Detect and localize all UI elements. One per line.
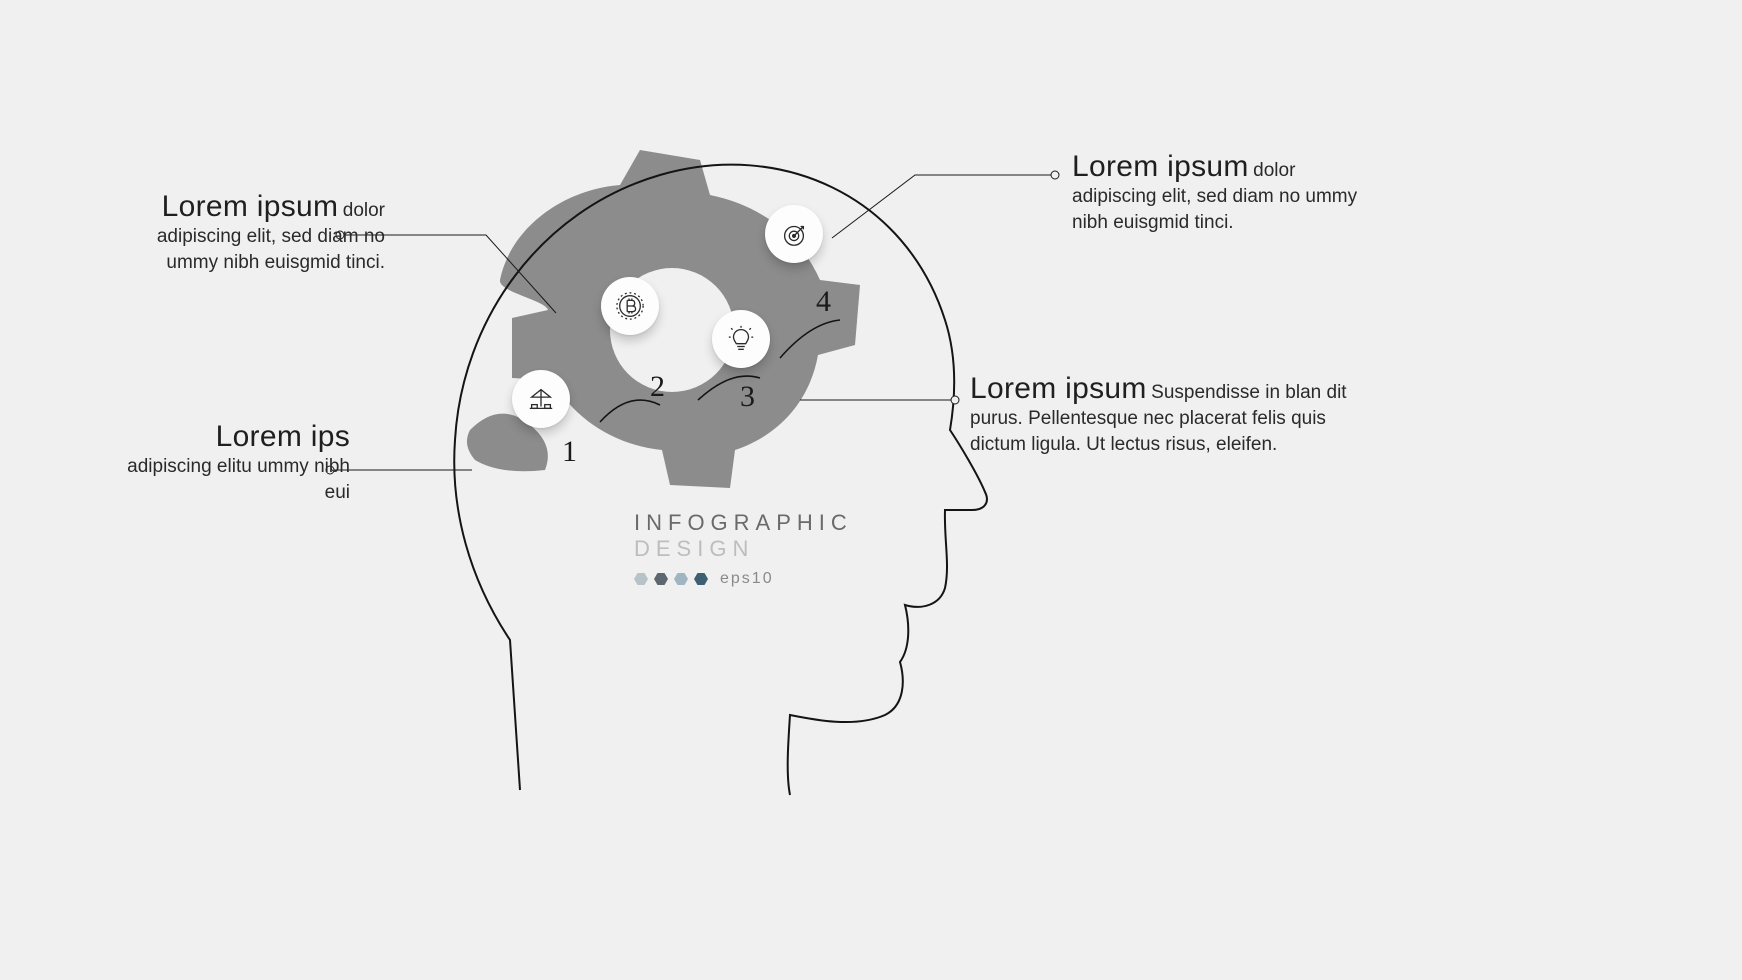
step-number-2: 2 [650, 370, 665, 404]
hex-icon [674, 573, 688, 585]
infographic-stage: 1 2 3 4 Lorem ipsum dolor adipiscing eli… [0, 0, 1742, 980]
hex-icon [654, 573, 668, 585]
lightbulb-icon [712, 310, 770, 368]
bitcoin-badge-icon [601, 277, 659, 335]
callout-4-title: Lorem ipsum [1072, 150, 1249, 183]
callout-1: Lorem ips adipiscing elitu ummy nibh eui [115, 420, 350, 505]
hex-icon [634, 573, 648, 585]
step-number-1: 1 [562, 435, 577, 469]
brand-hex-row: eps10 [634, 570, 853, 588]
callout-3: Lorem ipsum Suspendisse in blan dit puru… [970, 372, 1380, 457]
callout-3-title: Lorem ipsum [970, 372, 1147, 405]
callout-2-title: Lorem ipsum [162, 190, 339, 223]
callout-4: Lorem ipsum dolor adipiscing elit, sed d… [1072, 150, 1372, 235]
brand-line-1: INFOGRAPHIC [634, 510, 853, 536]
step-number-3: 3 [740, 380, 755, 414]
brand-eps-label: eps10 [720, 570, 774, 588]
callout-2: Lorem ipsum dolor adipiscing elit, sed d… [115, 190, 385, 275]
step-number-4: 4 [816, 285, 831, 319]
callout-1-body: adipiscing elitu ummy nibh eui [127, 456, 350, 503]
hex-icon [694, 573, 708, 585]
gear-shape [467, 150, 860, 488]
target-arrow-icon [765, 205, 823, 263]
umbrella-tables-icon [512, 370, 570, 428]
brand-block: INFOGRAPHIC DESIGN eps10 [634, 510, 853, 588]
brand-line-2: DESIGN [634, 536, 853, 562]
callout-1-title: Lorem ips [216, 420, 350, 453]
